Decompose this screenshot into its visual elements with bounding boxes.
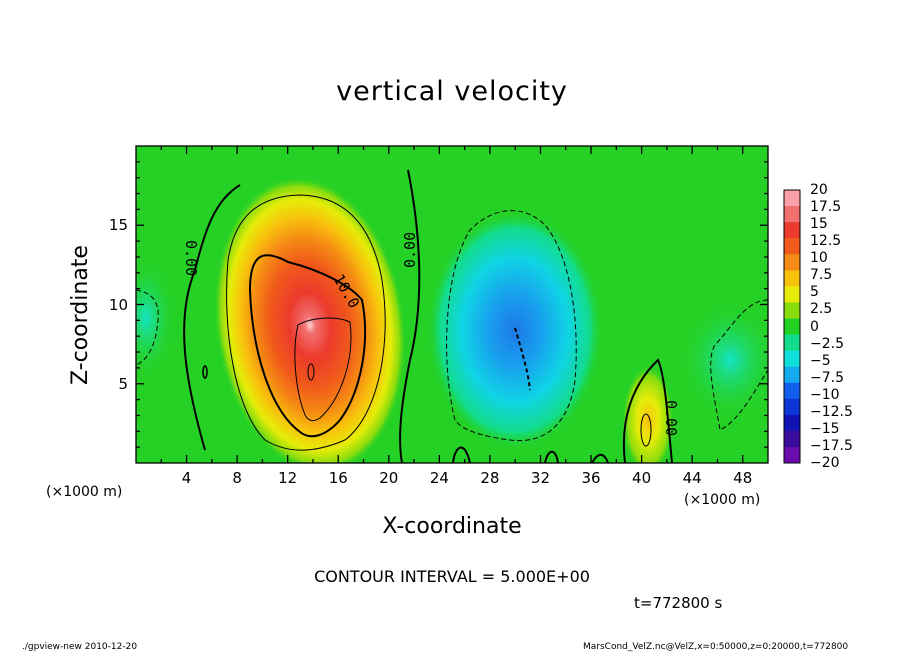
x-axis-ticks (160, 146, 744, 463)
colorbar-label: −12.5 (810, 403, 853, 420)
contour-zero-right (399, 169, 421, 463)
colorbar-label: 7.5 (810, 267, 833, 284)
colorbar-swatch (784, 398, 800, 416)
colorbar-label: 12.5 (810, 233, 842, 250)
colorbar-label: −10 (810, 386, 840, 403)
x-tick-label: 20 (379, 469, 399, 487)
colorbar-swatch (784, 446, 800, 464)
colorbar-swatch (784, 270, 800, 287)
contour-neg-left (136, 289, 159, 366)
colorbar-label: −15 (810, 420, 840, 437)
x-tick-label: 12 (278, 469, 298, 487)
contour-label: 0.00 (401, 232, 419, 268)
x-tick-label: 32 (530, 469, 551, 487)
colorbar-swatch (784, 254, 800, 271)
colorbar-label: −20 (810, 455, 840, 471)
contour-label: 0.00 (182, 240, 200, 276)
updraft-region (213, 175, 407, 463)
colorbar-swatch (784, 430, 800, 448)
time-stamp: t=772800 s (634, 594, 723, 612)
y-tick-label: 10 (108, 295, 128, 314)
colorbar-swatch (784, 334, 800, 352)
x-tick-label: 36 (581, 469, 601, 487)
chart-title: vertical velocity (336, 76, 568, 107)
contour-20 (307, 363, 315, 381)
cyan-patch-right (680, 300, 768, 420)
colorbar-swatch (784, 302, 800, 319)
y-tick-label: 5 (118, 374, 128, 393)
y-axis-unit: (×1000 m) (46, 484, 123, 500)
contour-small-left (202, 365, 208, 379)
x-tick-label: 8 (232, 469, 242, 487)
colorbar-swatch (784, 238, 800, 255)
x-tick-label: 16 (328, 469, 348, 487)
x-tick-label: 24 (429, 469, 449, 487)
colorbar-swatch (784, 366, 800, 384)
x-tick-label: 48 (733, 469, 753, 487)
y-axis-ticks (136, 161, 768, 448)
contour-neg-5 (446, 210, 577, 442)
y-tick-label: 15 (108, 216, 128, 235)
contour-5 (226, 194, 386, 451)
colorbar-label: 20 (810, 182, 828, 198)
velocity-field: 0.00 0.00 10.0 0.00 (136, 146, 768, 463)
x-tick-label: 28 (480, 469, 500, 487)
contour-neg-right (710, 299, 768, 431)
x-axis-unit: (×1000 m) (684, 492, 761, 508)
contour-zero-left (183, 184, 241, 451)
colorbar-label: −5 (810, 352, 831, 369)
colorbar-swatch (784, 286, 800, 303)
cyan-patch-left (136, 258, 176, 378)
colorbar-label: 2.5 (810, 301, 833, 318)
colorbar-swatch (784, 382, 800, 400)
colorbar-label: −2.5 (810, 335, 844, 352)
colorbar-swatch (784, 350, 800, 368)
x-tick-label: 4 (181, 469, 192, 487)
contour-label: 0.00 (662, 400, 680, 436)
colorbar-label: 0 (810, 318, 819, 335)
footer-program: ./gpview-new 2010-12-20 (22, 642, 138, 652)
colorbar-swatch (784, 222, 800, 239)
colorbar-label: 5 (810, 284, 819, 301)
contour-10 (248, 254, 367, 438)
colorbar-swatch (784, 414, 800, 432)
contour-interval: CONTOUR INTERVAL = 5.000E+00 (314, 567, 590, 586)
colorbar-label: 10 (810, 250, 828, 267)
contour-neg-10 (514, 327, 531, 391)
y-axis-label: Z-coordinate (68, 245, 93, 385)
colorbar-label: −7.5 (810, 369, 844, 386)
colorbar-swatch (784, 206, 800, 223)
colorbar-frame (783, 189, 801, 464)
contour-bottom-bumps (452, 446, 609, 463)
colorbar-label: 15 (810, 216, 828, 233)
colorbar-label: 17.5 (810, 199, 842, 216)
contour-small-updraft-5 (640, 413, 652, 447)
colorbar-label: −17.5 (810, 437, 853, 454)
colorbar-swatch (784, 318, 800, 336)
colorbar (783, 189, 801, 464)
footer-source: MarsCond_VelZ.nc@VelZ,x=0:50000,z=0:2000… (583, 642, 849, 652)
contour-15 (294, 317, 352, 422)
contour-small-updraft-zero (622, 358, 673, 463)
x-tick-label: 44 (682, 469, 702, 487)
x-axis-label: X-coordinate (382, 514, 522, 539)
x-tick-label: 40 (632, 469, 652, 487)
colorbar-swatch (784, 190, 800, 207)
